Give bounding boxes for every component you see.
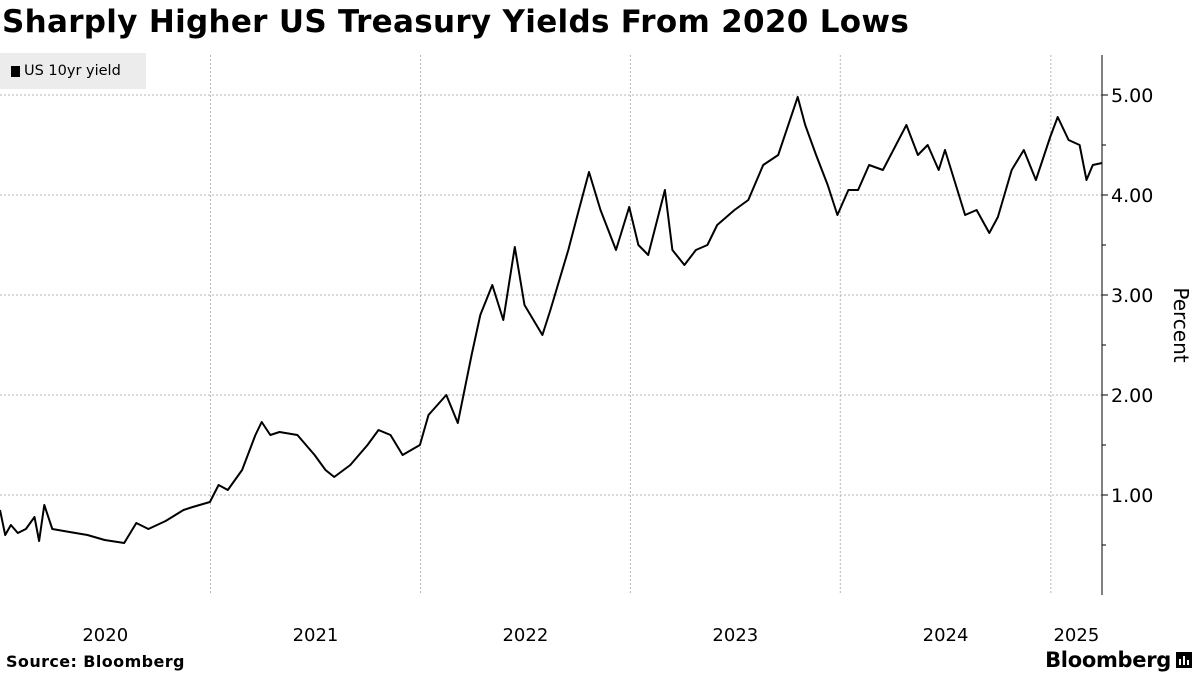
- y-tick-label: 2.00: [1111, 385, 1153, 407]
- chart-title: Sharply Higher US Treasury Yields From 2…: [2, 4, 910, 40]
- legend: US 10yr yield: [0, 53, 146, 89]
- y-axis-title: Percent: [1169, 287, 1193, 362]
- legend-label: US 10yr yield: [24, 63, 121, 79]
- series-layer: [0, 96, 1103, 544]
- x-tick-label: 2025: [1053, 625, 1099, 646]
- x-tick-label: 2022: [502, 625, 548, 646]
- tick-labels: 1.00 2.00 3.00 4.00 5.00 2020 2021 2022 2023 2024…: [82, 85, 1193, 646]
- source-note: Source: Bloomberg: [6, 652, 185, 671]
- y-tick-label: 1.00: [1111, 485, 1153, 507]
- brand-name: Bloomberg: [1045, 648, 1171, 672]
- x-tick-label: 2021: [293, 625, 339, 646]
- legend-swatch: [11, 65, 20, 77]
- gridlines: [0, 55, 1102, 595]
- y-tick-label: 5.00: [1111, 85, 1153, 107]
- y-tick-label: 4.00: [1111, 185, 1153, 207]
- bloomberg-bar-chart-icon: [1176, 652, 1192, 668]
- axes: [1101, 55, 1108, 595]
- x-tick-label: 2024: [923, 625, 969, 646]
- brand-logo: Bloomberg: [1045, 648, 1192, 672]
- x-tick-label: 2020: [82, 625, 128, 646]
- y-tick-label: 3.00: [1111, 285, 1153, 307]
- series-line-us-10yr-yield: [0, 96, 1103, 544]
- x-tick-label: 2023: [712, 625, 758, 646]
